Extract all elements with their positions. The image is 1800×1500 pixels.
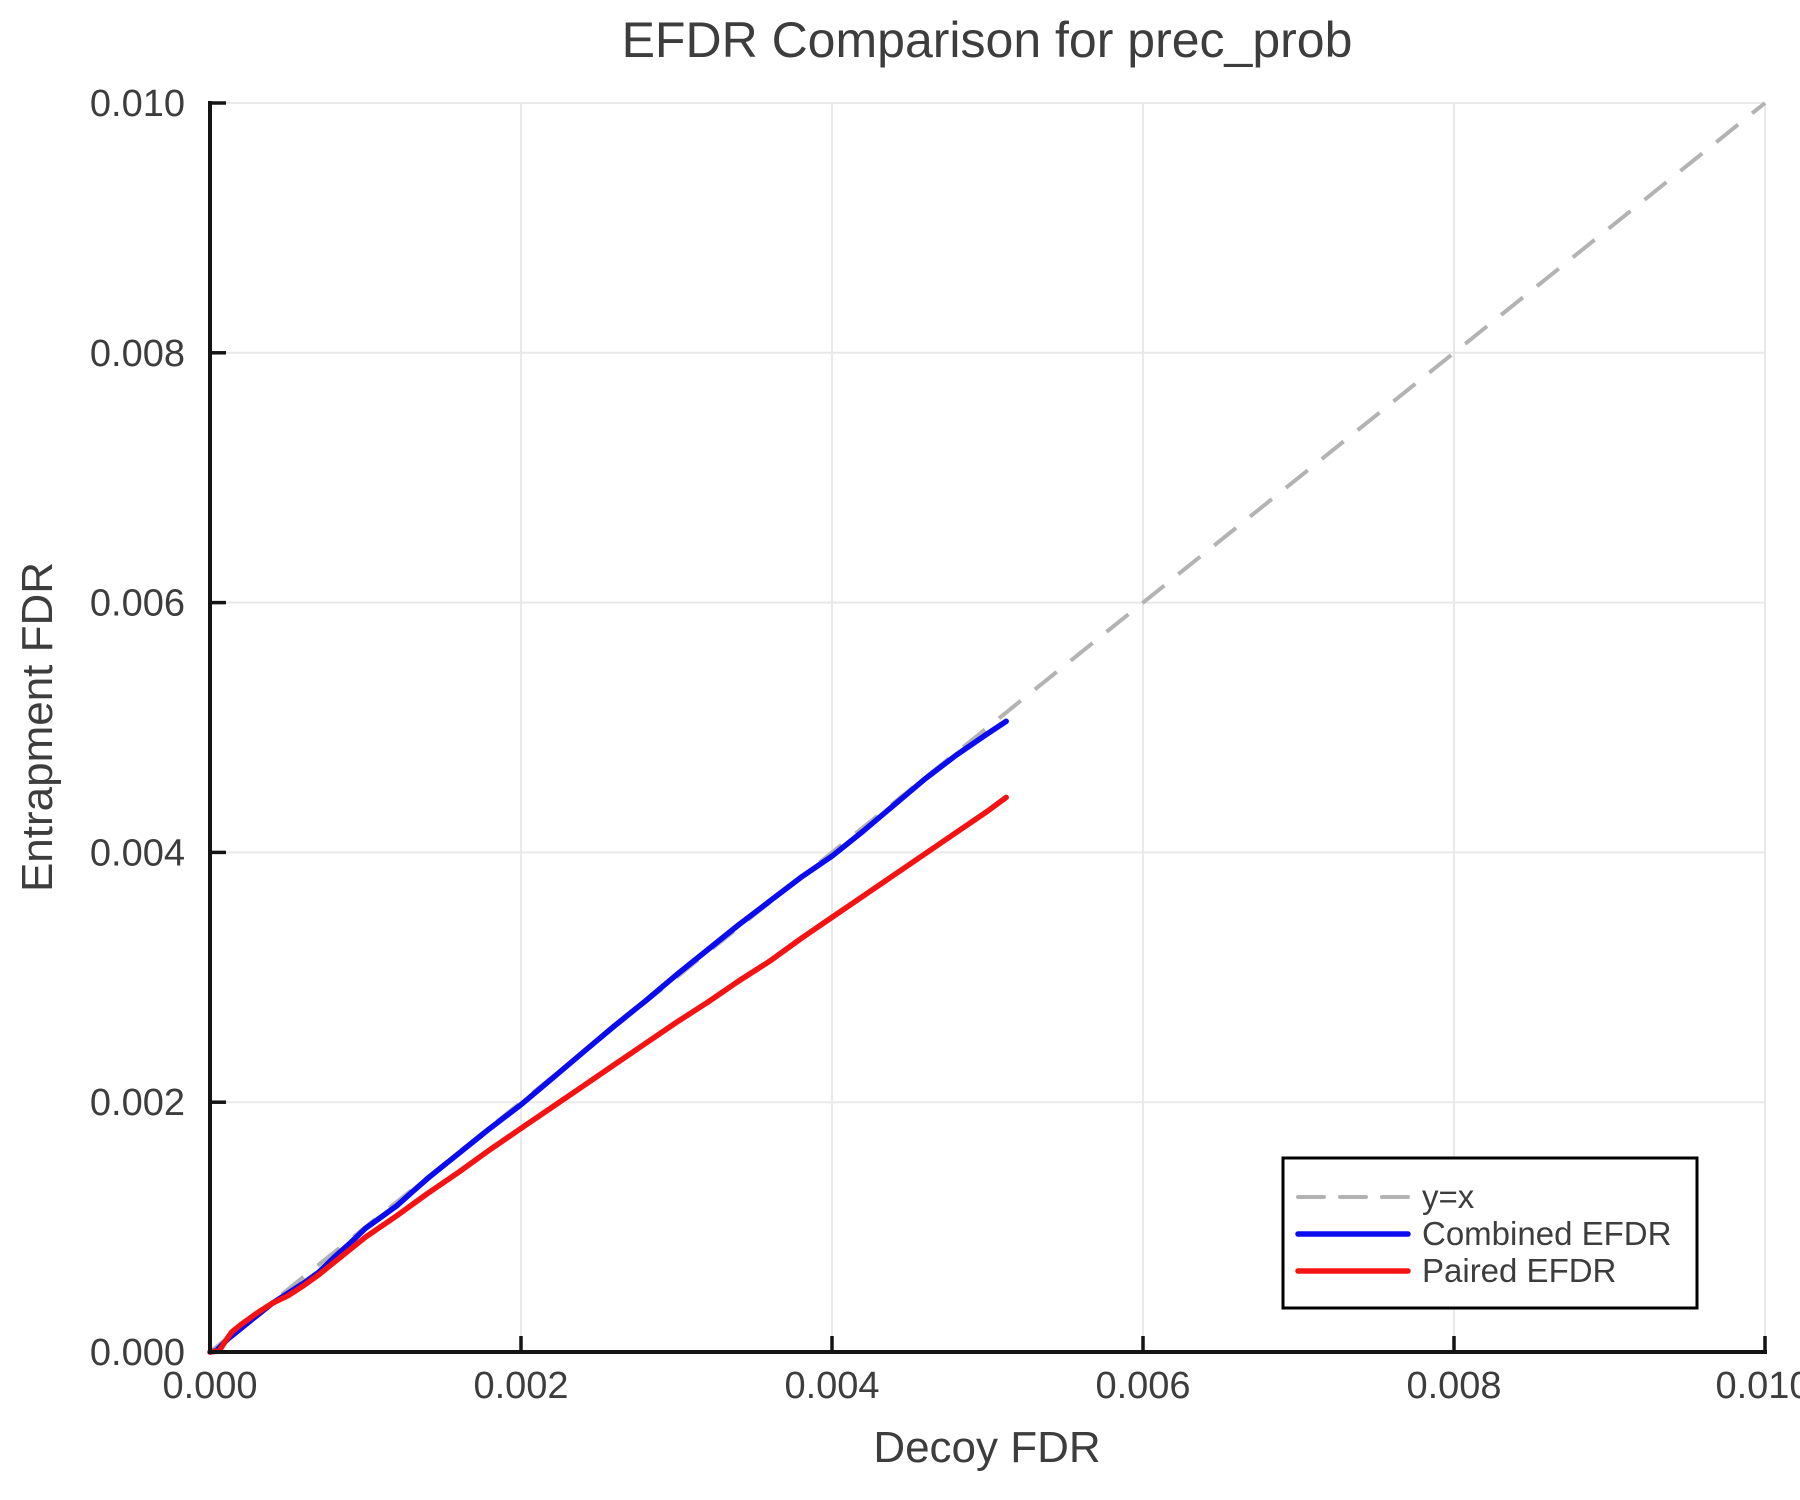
- legend: y=x Combined EFDR Paired EFDR: [1281, 1156, 1699, 1310]
- y-tick-label: 0.006: [90, 583, 185, 625]
- series-layer: [207, 718, 1009, 1355]
- y-axis-label: Entrapment FDR: [13, 562, 62, 892]
- x-tick-label: 0.010: [1715, 1365, 1800, 1407]
- paired-efdr-line: [207, 794, 1009, 1355]
- grid-layer: [210, 102, 1766, 1352]
- legend-label-paired-efdr: Paired EFDR: [1422, 1252, 1616, 1289]
- y-tick-label: 0.000: [90, 1332, 185, 1374]
- x-tick-label: 0.000: [162, 1365, 257, 1407]
- chart-title: EFDR Comparison for prec_prob: [622, 12, 1353, 68]
- y-tick-label: 0.002: [90, 1082, 185, 1124]
- y-tick-label: 0.004: [90, 832, 185, 874]
- legend-label-identity: y=x: [1422, 1178, 1475, 1215]
- y-tick-label: 0.010: [90, 83, 185, 125]
- x-axis-label: Decoy FDR: [873, 1423, 1100, 1472]
- axis-layer: 0.000 0.002 0.004 0.006 0.008 0.010 0.000 0.002…: [90, 83, 1800, 1407]
- x-tick-label: 0.004: [784, 1365, 879, 1407]
- x-tick-label: 0.002: [473, 1365, 568, 1407]
- x-tick-label: 0.006: [1095, 1365, 1190, 1407]
- legend-label-combined-efdr: Combined EFDR: [1422, 1215, 1671, 1252]
- x-tick-label: 0.008: [1406, 1365, 1501, 1407]
- y-tick-label: 0.008: [90, 333, 185, 375]
